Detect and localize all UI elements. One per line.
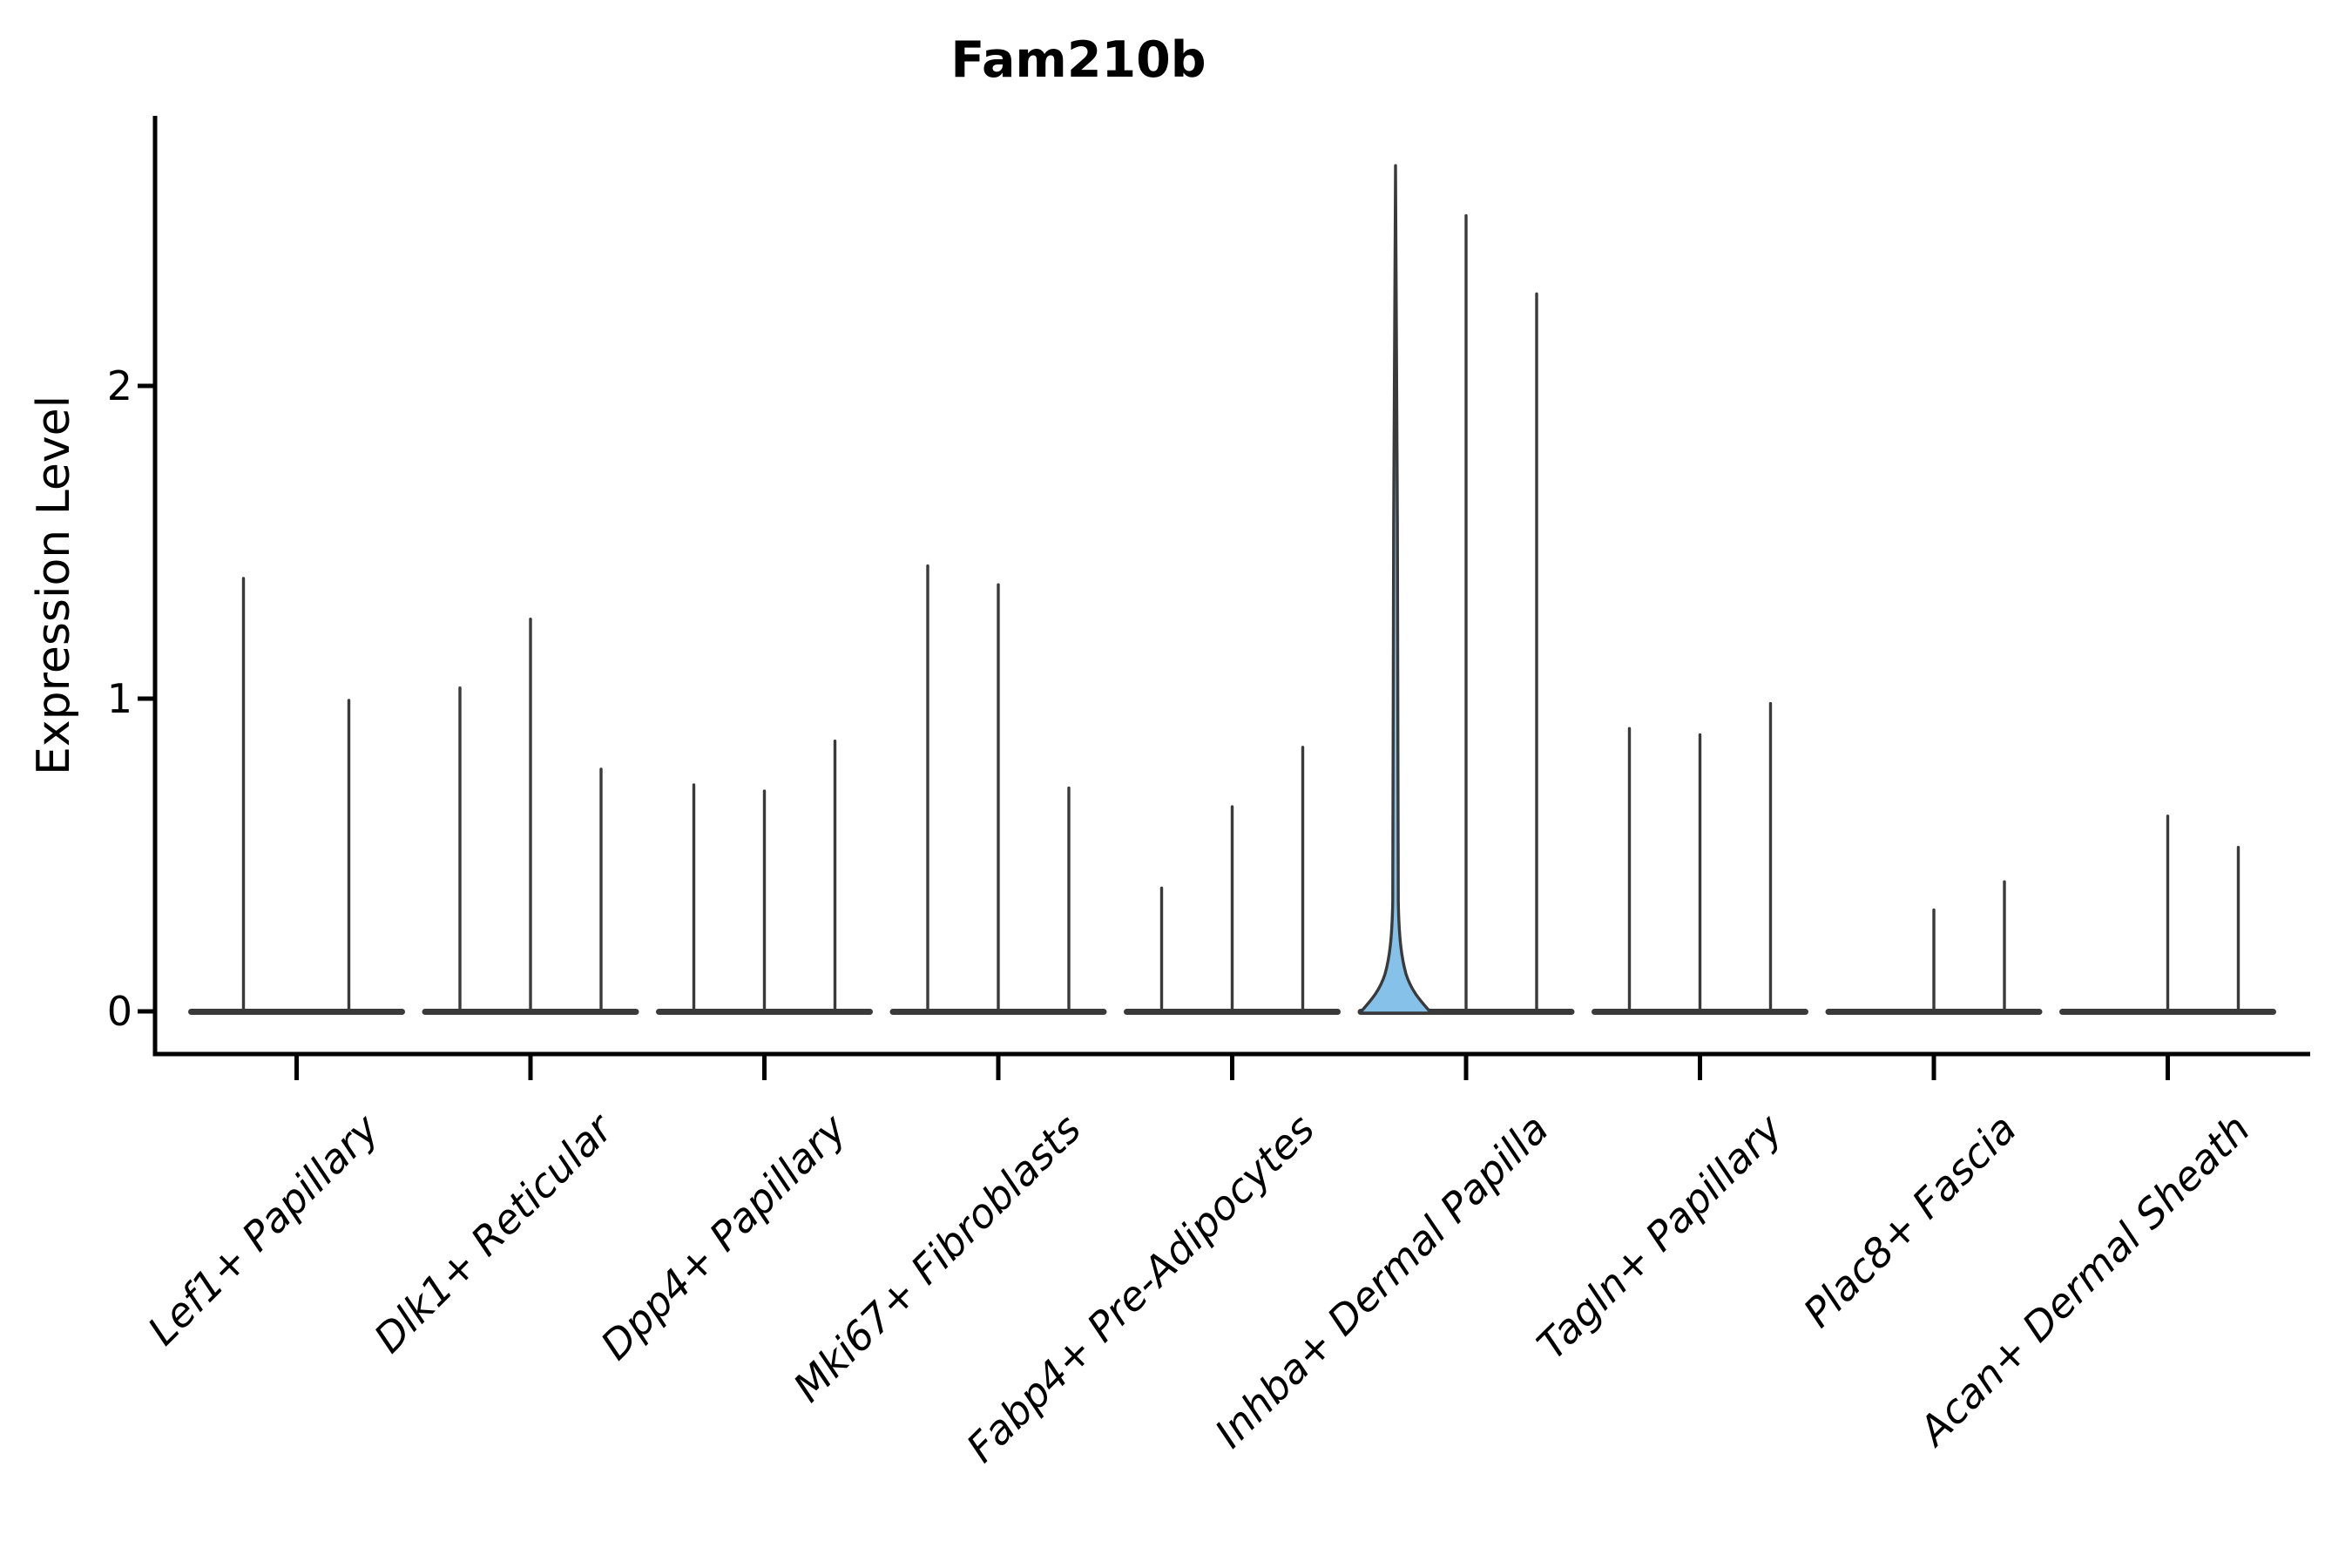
violin-kde-filled bbox=[1358, 164, 1433, 1015]
y-tick-label-1: 1 bbox=[106, 675, 132, 722]
chart-title: Fam210b bbox=[950, 31, 1206, 89]
y-tick-label-2: 2 bbox=[106, 362, 132, 409]
y-tick-label-0: 0 bbox=[106, 988, 132, 1035]
